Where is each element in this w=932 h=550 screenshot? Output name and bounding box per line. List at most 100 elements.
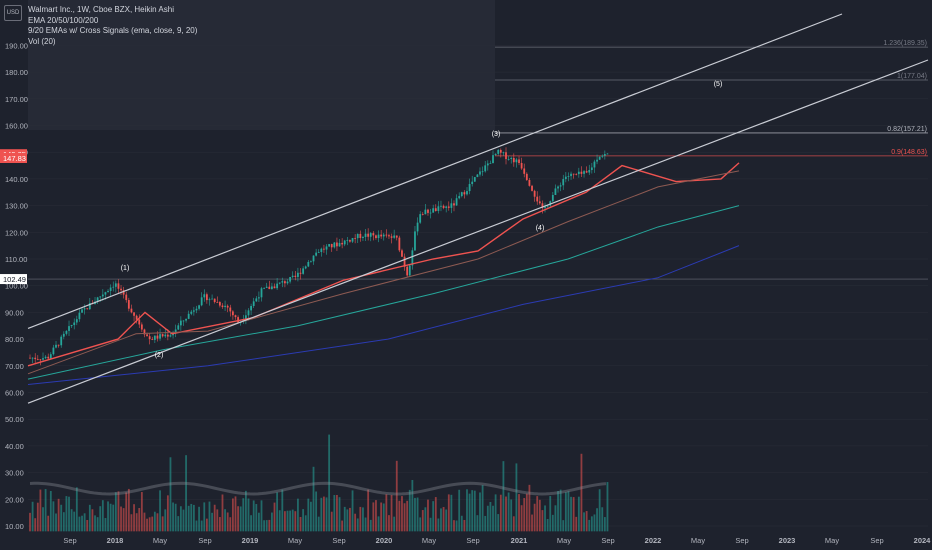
volume-bar	[112, 504, 115, 532]
x-tick-label: Sep	[601, 536, 614, 545]
candle-body	[471, 181, 474, 185]
candle-body	[575, 173, 578, 175]
candle-body	[47, 356, 50, 359]
x-tick-label: 2023	[779, 536, 796, 545]
volume-bar	[349, 507, 351, 532]
volume-bar	[294, 511, 297, 532]
x-axis[interactable]: Sep 2018 May Sep 2019 May Sep 2020 May Sep 2021 May…	[63, 536, 931, 545]
volume-bar	[577, 496, 580, 532]
volume-bar	[224, 509, 226, 532]
volume-bar	[182, 509, 185, 532]
candle-body	[42, 358, 44, 360]
candle-body	[606, 153, 609, 155]
y-axis[interactable]: 10.00 20.00 30.00 40.00 50.00 60.00 70.00 80.00…	[5, 41, 28, 531]
volume-bar	[101, 500, 104, 532]
candle-body	[255, 298, 258, 302]
volume-bar	[359, 506, 362, 532]
volume-bar	[127, 488, 130, 532]
volume-bar	[375, 500, 377, 532]
volume-bar	[291, 509, 294, 532]
legend-volume[interactable]: Vol (20)	[28, 36, 56, 46]
volume-bar	[130, 514, 133, 532]
candle-body	[153, 335, 156, 340]
candle-body	[179, 320, 182, 326]
candle-body	[414, 231, 416, 251]
candle-body	[572, 173, 575, 175]
volume-bar	[104, 518, 107, 532]
volume-bar	[486, 505, 489, 532]
candle-body	[531, 185, 533, 191]
candle-body	[278, 282, 281, 284]
candle-body	[297, 272, 299, 277]
candle-body	[590, 167, 593, 171]
volume-bar	[588, 519, 591, 532]
candle-body	[177, 325, 180, 330]
volume-bar	[94, 515, 96, 532]
y-tick-label: 40.00	[5, 442, 24, 451]
volume-bar	[354, 513, 357, 532]
volume-bar	[328, 434, 331, 532]
volume-bar	[572, 497, 575, 532]
candle-body	[164, 334, 167, 337]
volume-bar	[317, 516, 320, 532]
volume-bar	[146, 518, 148, 532]
candle-body	[359, 233, 362, 238]
candle-body	[401, 250, 403, 257]
candle-body	[213, 298, 216, 302]
candle-body	[336, 242, 338, 247]
candle-body	[588, 170, 591, 173]
y-tick-label: 10.00	[5, 522, 24, 531]
price-channel[interactable]	[27, 13, 929, 404]
grid	[28, 45, 928, 527]
candle-body	[39, 359, 42, 361]
candle-body	[143, 329, 146, 335]
volume-bar	[273, 502, 276, 532]
volume-bar	[557, 490, 559, 532]
volume-bar	[304, 515, 307, 532]
legend-cross-signals[interactable]: 9/20 EMAs w/ Cross Signals (ema, close, …	[28, 26, 198, 35]
x-tick-label: Sep	[735, 536, 748, 545]
volume-bar	[117, 491, 120, 532]
volume-bar	[479, 492, 481, 532]
candle-body	[317, 252, 320, 253]
volume-bar	[143, 512, 146, 532]
x-tick-label: 2024	[914, 536, 932, 545]
volume-bar	[408, 489, 411, 532]
candle-body	[375, 235, 377, 239]
candle-body	[205, 294, 208, 301]
volume-bar	[255, 504, 258, 532]
volume-bar	[271, 512, 273, 532]
volume-bar	[70, 509, 73, 532]
volume-bar	[484, 515, 487, 532]
candle-body	[273, 286, 276, 289]
volume-bar	[229, 517, 232, 532]
candle-body	[346, 240, 349, 241]
candle-body	[320, 248, 323, 253]
candle-body	[78, 312, 81, 320]
candle-body	[284, 281, 286, 284]
currency-badge[interactable]: USD	[4, 5, 22, 21]
volume-bar	[601, 507, 604, 532]
candle-body	[362, 236, 364, 238]
legend-ema[interactable]: EMA 20/50/100/200	[28, 15, 99, 25]
candle-body	[216, 301, 219, 303]
volume-bar	[198, 506, 200, 532]
volume-bar	[385, 494, 388, 532]
wave-label: (2)	[155, 352, 164, 359]
volume-bar	[187, 505, 190, 532]
legend-title[interactable]: Walmart Inc., 1W, Cboe BZX, Heikin Ashi	[28, 5, 174, 14]
y-tick-label: 110.00	[5, 255, 27, 264]
candle-body	[564, 176, 567, 180]
volume-bar	[125, 492, 128, 532]
candle-body	[338, 242, 341, 247]
candle-body	[437, 206, 440, 211]
level-label: 0.82(157.21)	[887, 126, 927, 133]
candle-body	[263, 287, 266, 289]
candle-body	[265, 286, 268, 288]
volume-bar	[603, 517, 606, 532]
volume-bar	[606, 482, 609, 532]
ema-line	[27, 170, 740, 375]
volume-bar	[234, 496, 237, 532]
